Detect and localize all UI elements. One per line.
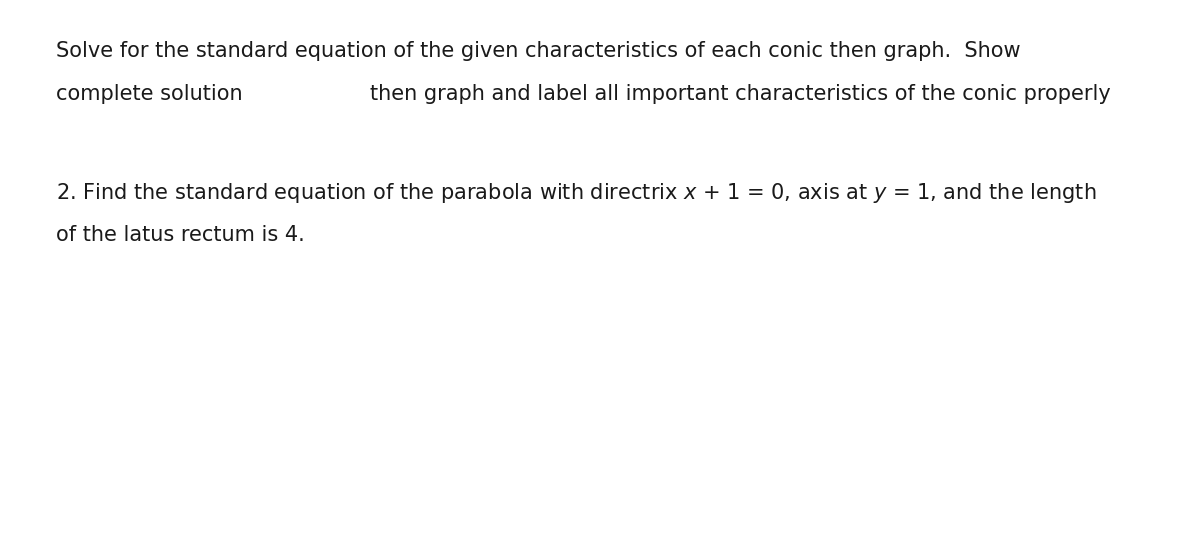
Text: then graph and label all important characteristics of the conic properly: then graph and label all important chara… <box>370 84 1110 104</box>
Text: 2. Find the standard equation of the parabola with directrix $x$ + 1 = 0, axis a: 2. Find the standard equation of the par… <box>56 181 1097 205</box>
Text: Solve for the standard equation of the given characteristics of each conic then : Solve for the standard equation of the g… <box>56 41 1021 61</box>
Text: complete solution: complete solution <box>56 84 244 104</box>
Text: of the latus rectum is 4.: of the latus rectum is 4. <box>56 225 305 245</box>
